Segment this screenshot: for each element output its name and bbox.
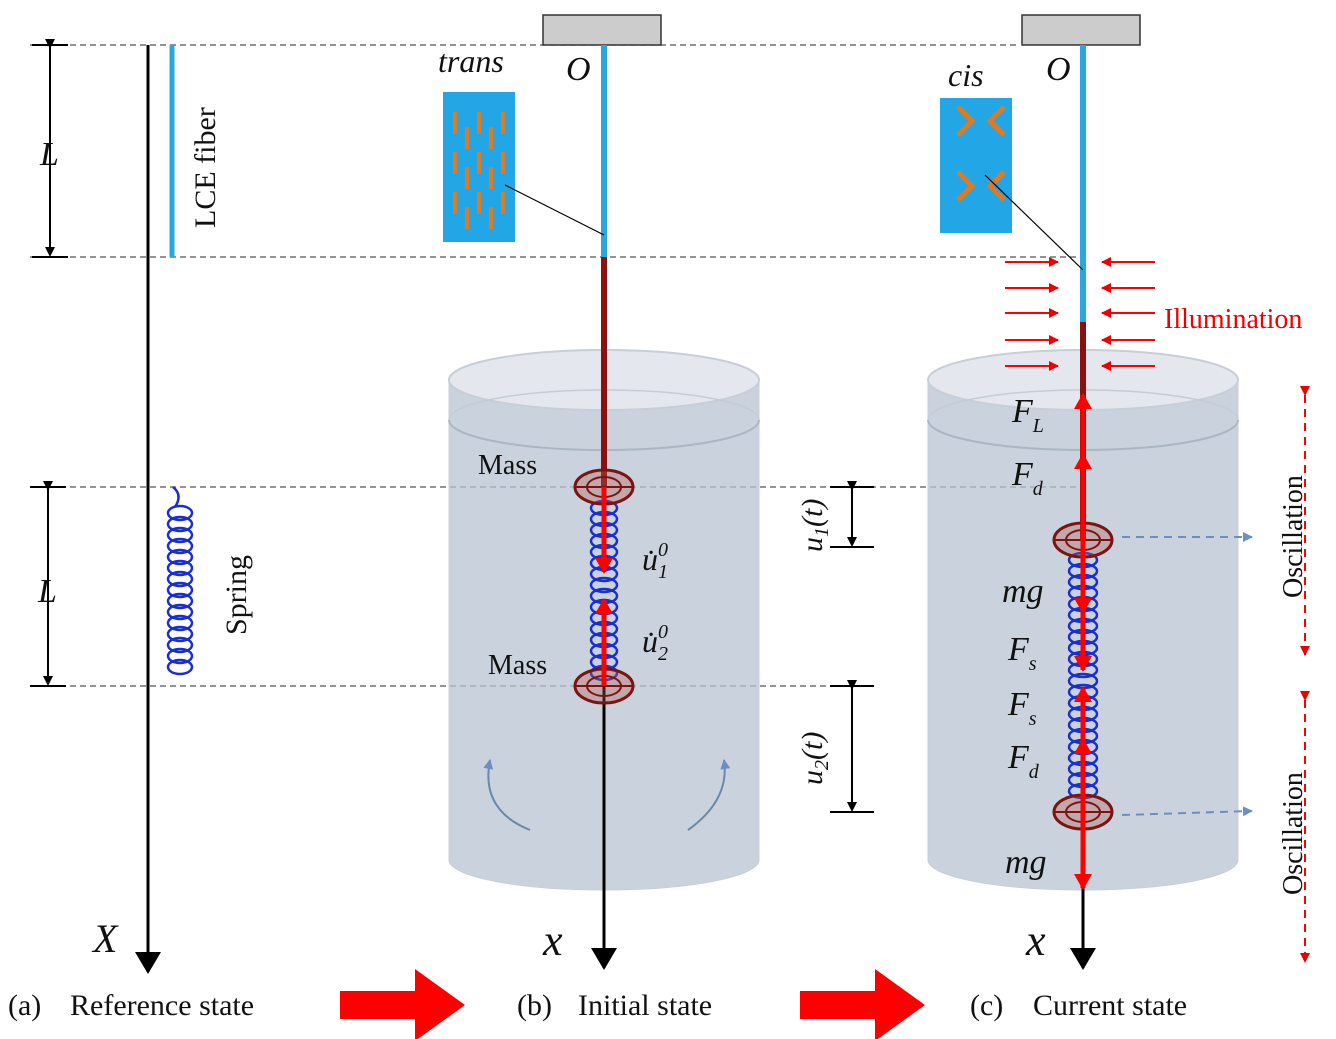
state-arrow bbox=[340, 969, 465, 1039]
oscillation-label: Oscillation bbox=[1278, 475, 1309, 598]
fiber-label: LCE fiber bbox=[189, 107, 222, 228]
figure: L L LCE fiber Spring X (a) Reference sta… bbox=[0, 0, 1336, 1039]
spring-label: Spring bbox=[220, 555, 253, 635]
force-label: mg bbox=[1002, 573, 1044, 610]
molecule-box bbox=[940, 98, 1012, 233]
caption: Reference state bbox=[70, 989, 254, 1022]
axis-label: x bbox=[542, 916, 563, 965]
molecule-label: cis bbox=[948, 57, 984, 93]
callout-line bbox=[505, 185, 604, 235]
mass-label: Mass bbox=[488, 650, 547, 681]
spring bbox=[173, 487, 179, 507]
caption: Initial state bbox=[578, 989, 712, 1022]
oscillation-label: Oscillation bbox=[1278, 772, 1309, 895]
ceiling bbox=[543, 15, 661, 45]
displacement-label: u2(t) bbox=[796, 732, 833, 785]
caption-tag: (c) bbox=[970, 989, 1003, 1022]
illumination-label: Illumination bbox=[1164, 304, 1302, 335]
origin-label: O bbox=[566, 51, 591, 88]
length-label: L bbox=[37, 573, 57, 610]
molecule-label: trans bbox=[438, 43, 504, 79]
axis-label: X bbox=[91, 916, 119, 961]
ceiling bbox=[1022, 15, 1140, 45]
force-label: mg bbox=[1005, 844, 1047, 881]
velocity-label: u̇10 bbox=[642, 539, 668, 583]
length-label: L bbox=[39, 136, 59, 173]
origin-label: O bbox=[1046, 51, 1071, 88]
velocity-label: u̇20 bbox=[642, 621, 668, 665]
caption: Current state bbox=[1033, 989, 1187, 1022]
mass-label: Mass bbox=[478, 450, 537, 481]
state-arrow bbox=[800, 969, 925, 1039]
axis-label: x bbox=[1025, 916, 1046, 965]
caption-tag: (b) bbox=[517, 989, 552, 1022]
caption-tag: (a) bbox=[8, 989, 41, 1022]
displacement-label: u1(t) bbox=[796, 499, 833, 552]
